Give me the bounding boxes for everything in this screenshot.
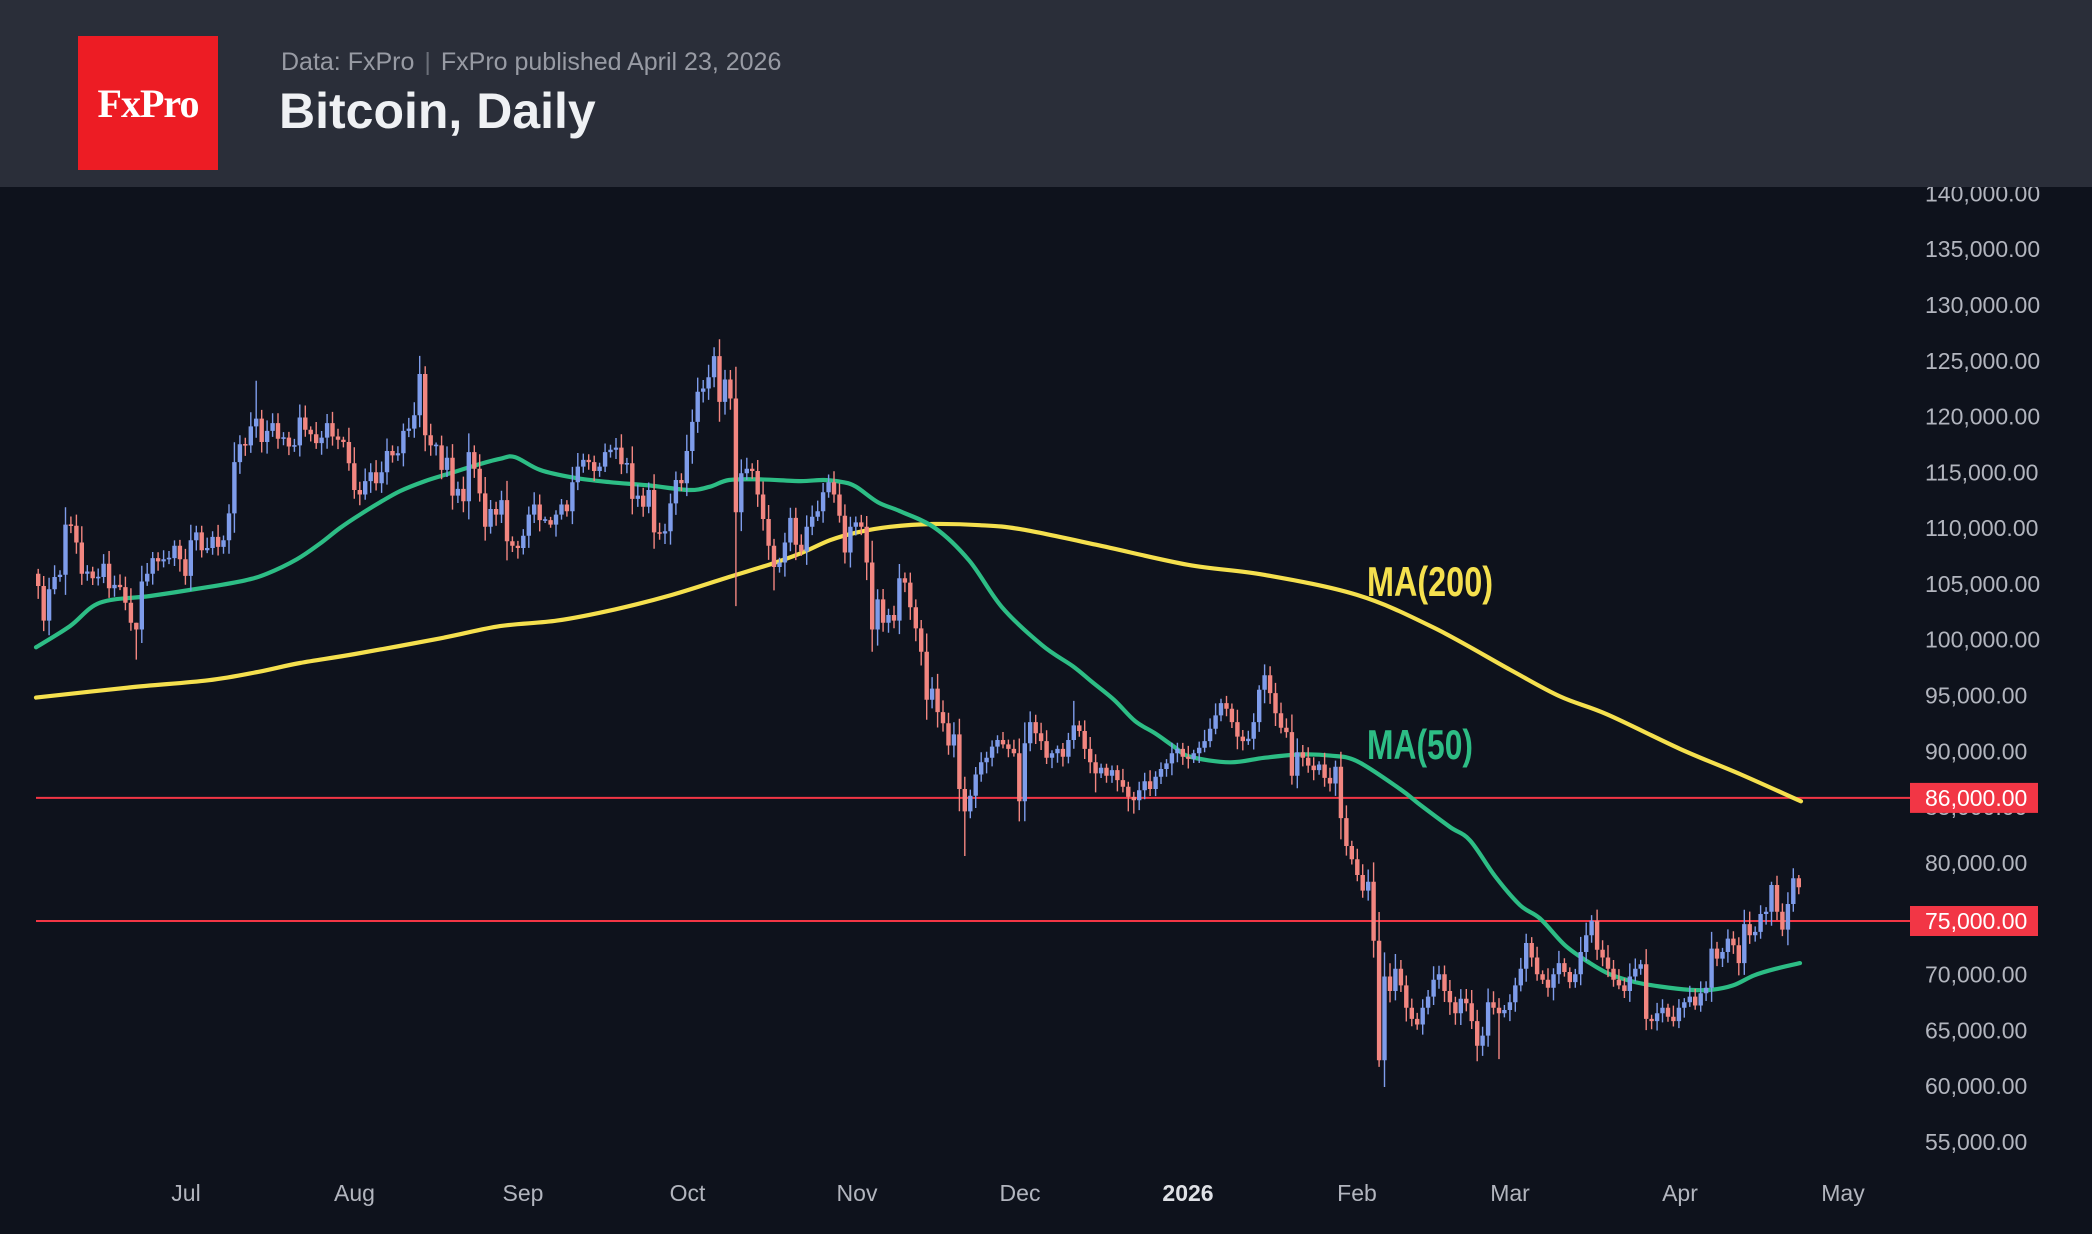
svg-text:Dec: Dec — [1000, 1180, 1041, 1206]
svg-text:Oct: Oct — [670, 1180, 706, 1206]
svg-text:110,000.00: 110,000.00 — [1925, 515, 2038, 541]
svg-text:105,000.00: 105,000.00 — [1925, 571, 2040, 597]
svg-text:Apr: Apr — [1662, 1180, 1698, 1206]
svg-text:Nov: Nov — [837, 1180, 878, 1206]
svg-text:MA(50): MA(50) — [1367, 721, 1473, 768]
svg-text:100,000.00: 100,000.00 — [1925, 627, 2040, 653]
svg-text:Sep: Sep — [503, 1180, 544, 1206]
svg-text:70,000.00: 70,000.00 — [1925, 962, 2027, 988]
svg-text:Feb: Feb — [1337, 1180, 1377, 1206]
svg-text:May: May — [1821, 1180, 1865, 1206]
svg-text:140,000.00: 140,000.00 — [1925, 187, 2040, 206]
svg-text:60,000.00: 60,000.00 — [1925, 1073, 2027, 1099]
svg-text:Mar: Mar — [1490, 1180, 1530, 1206]
svg-text:115,000.00: 115,000.00 — [1925, 459, 2038, 485]
svg-text:120,000.00: 120,000.00 — [1925, 404, 2040, 430]
svg-text:90,000.00: 90,000.00 — [1925, 738, 2027, 764]
svg-text:135,000.00: 135,000.00 — [1925, 236, 2040, 262]
svg-text:75,000.00: 75,000.00 — [1925, 908, 2027, 934]
svg-text:130,000.00: 130,000.00 — [1925, 292, 2040, 318]
svg-text:80,000.00: 80,000.00 — [1925, 850, 2027, 876]
svg-text:Aug: Aug — [334, 1180, 375, 1206]
svg-text:55,000.00: 55,000.00 — [1925, 1129, 2027, 1155]
svg-text:MA(200): MA(200) — [1367, 558, 1493, 605]
svg-text:2026: 2026 — [1162, 1180, 1213, 1206]
svg-text:125,000.00: 125,000.00 — [1925, 348, 2040, 374]
svg-text:95,000.00: 95,000.00 — [1925, 683, 2027, 709]
svg-text:Jul: Jul — [171, 1180, 200, 1206]
svg-text:65,000.00: 65,000.00 — [1925, 1017, 2027, 1043]
svg-text:86,000.00: 86,000.00 — [1925, 785, 2027, 811]
